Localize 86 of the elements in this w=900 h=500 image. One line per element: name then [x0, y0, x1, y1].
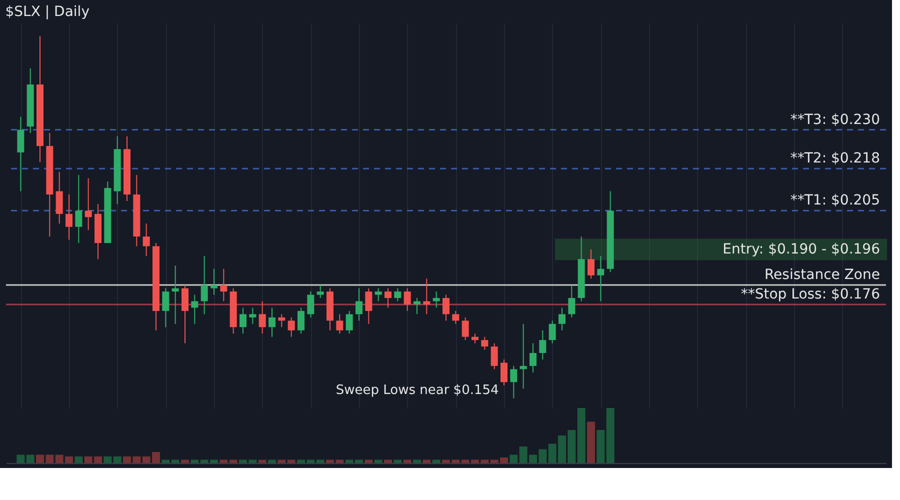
- candlestick: [597, 255, 604, 302]
- bar: [171, 460, 180, 463]
- candlestick: [490, 342, 498, 370]
- bar: [162, 460, 170, 463]
- candlestick: [481, 336, 488, 350]
- ref-line-label: **T2: $0.218: [790, 150, 880, 167]
- candlestick: [356, 288, 362, 322]
- candlestick: [374, 288, 382, 302]
- candlestick: [500, 358, 508, 386]
- candlestick: [316, 284, 324, 298]
- candlestick: [182, 284, 188, 344]
- candlestick: [558, 307, 566, 331]
- candlestick: [423, 278, 430, 315]
- candlestick: [462, 316, 469, 341]
- candlestick: [258, 300, 266, 334]
- candlestick: [510, 365, 518, 399]
- bar: [16, 454, 25, 463]
- candlestick: [472, 333, 478, 344]
- candlestick: [414, 298, 420, 315]
- candlestick: [346, 310, 353, 334]
- bar: [268, 460, 276, 463]
- candlestick: [268, 307, 276, 338]
- bar: [229, 460, 238, 463]
- bar: [587, 422, 595, 463]
- candlestick: [172, 265, 179, 324]
- candlestick: [588, 248, 594, 280]
- candlestick: [442, 294, 450, 322]
- candlestick: [162, 288, 170, 328]
- candlestick: [240, 307, 246, 334]
- bar: [384, 460, 392, 463]
- band-label: Entry: $0.190 - $0.196: [722, 241, 880, 258]
- bar: [104, 456, 112, 463]
- candlestick: [539, 330, 546, 360]
- candlestick: [384, 288, 392, 308]
- candlestick: [520, 323, 527, 390]
- candlestick: [191, 294, 198, 324]
- ref-line-label: **T3: $0.230: [790, 112, 880, 128]
- candlestick: [530, 342, 536, 373]
- ref-line-label: **T1: $0.205: [790, 192, 880, 209]
- candlestick: [56, 171, 63, 224]
- bar: [432, 460, 440, 463]
- bar: [190, 460, 199, 463]
- bar: [510, 454, 518, 463]
- bar: [113, 456, 122, 463]
- candlestick: [336, 314, 344, 334]
- candlestick: [66, 194, 72, 240]
- candlestick: [365, 288, 372, 324]
- annotation: Sweep Lows near $0.154: [336, 383, 499, 398]
- bar: [374, 460, 382, 463]
- bar: [394, 460, 402, 463]
- candlestick: [249, 307, 256, 324]
- ref-line-label: Resistance Zone: [764, 267, 880, 284]
- candlestick: [84, 178, 92, 231]
- bar: [181, 460, 189, 463]
- candlestick: [288, 316, 295, 338]
- bar: [577, 408, 586, 463]
- bar: [596, 430, 605, 463]
- ref-line-label: **Stop Loss: $0.176: [740, 286, 880, 302]
- bar: [26, 454, 34, 463]
- bar: [364, 460, 373, 463]
- candlestick: [17, 116, 24, 192]
- bar: [258, 460, 266, 463]
- bar: [278, 460, 286, 463]
- candlestick: [75, 174, 82, 244]
- bar: [220, 460, 228, 463]
- chart-title: $SLX | Daily: [5, 4, 90, 20]
- candlestick: [200, 255, 208, 315]
- candlestick: [210, 268, 218, 296]
- bar: [422, 460, 431, 463]
- bar: [606, 408, 614, 463]
- bar: [287, 460, 296, 463]
- candlestick: [432, 291, 440, 308]
- candlestick: [142, 223, 150, 256]
- candlestick: [307, 291, 314, 318]
- candlestick: [394, 288, 402, 302]
- candlestick: [568, 284, 576, 318]
- bar: [316, 460, 324, 463]
- candlestick: [404, 288, 411, 312]
- candlestick: [548, 320, 556, 344]
- candlestick: [452, 310, 460, 324]
- candlestick: [298, 307, 304, 334]
- candlestick: [278, 314, 286, 328]
- bar: [74, 456, 83, 463]
- candlestick: [220, 268, 228, 302]
- bar: [413, 460, 421, 463]
- bar: [403, 460, 412, 463]
